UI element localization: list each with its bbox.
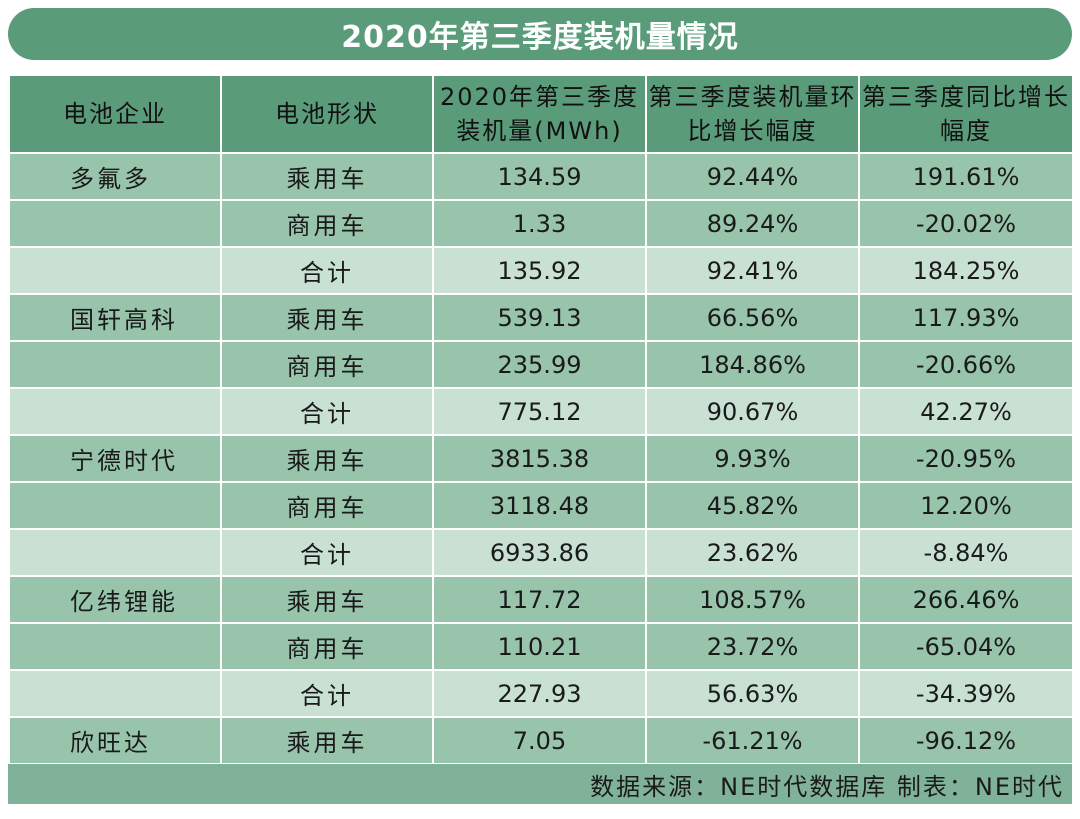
table-row: 合计 6933.86 23.62% -8.84% xyxy=(8,528,1074,577)
yoy-growth-cell: 12.20% xyxy=(858,481,1074,530)
header-yoy: 第三季度同比增长幅度 xyxy=(858,74,1074,154)
volume-cell: 110.21 xyxy=(432,622,647,671)
yoy-growth-cell: -34.39% xyxy=(858,669,1074,718)
shape-cell: 合计 xyxy=(220,528,434,577)
qoq-growth-cell: -61.21% xyxy=(645,716,860,765)
company-cell xyxy=(8,340,222,389)
qoq-growth-cell: 89.24% xyxy=(645,199,860,248)
shape-cell: 合计 xyxy=(220,387,434,436)
yoy-growth-cell: -8.84% xyxy=(858,528,1074,577)
shape-cell: 乘用车 xyxy=(220,434,434,483)
table-row: 欣旺达 乘用车 7.05 -61.21% -96.12% xyxy=(8,716,1074,765)
shape-cell: 商用车 xyxy=(220,340,434,389)
company-cell: 国轩高科 xyxy=(8,293,222,342)
company-cell xyxy=(8,199,222,248)
yoy-growth-cell: 184.25% xyxy=(858,246,1074,295)
volume-cell: 539.13 xyxy=(432,293,647,342)
header-row: 电池企业 电池形状 2020年第三季度装机量(MWh) 第三季度装机量环比增长幅… xyxy=(8,74,1074,154)
volume-cell: 3815.38 xyxy=(432,434,647,483)
yoy-growth-cell: -20.66% xyxy=(858,340,1074,389)
yoy-growth-cell: 266.46% xyxy=(858,575,1074,624)
yoy-growth-cell: -65.04% xyxy=(858,622,1074,671)
header-volume: 2020年第三季度装机量(MWh) xyxy=(432,74,647,154)
qoq-growth-cell: 90.67% xyxy=(645,387,860,436)
qoq-growth-cell: 23.62% xyxy=(645,528,860,577)
qoq-growth-cell: 56.63% xyxy=(645,669,860,718)
company-cell: 多氟多 xyxy=(8,152,222,201)
company-cell xyxy=(8,669,222,718)
shape-cell: 乘用车 xyxy=(220,293,434,342)
shape-cell: 乘用车 xyxy=(220,575,434,624)
qoq-growth-cell: 66.56% xyxy=(645,293,860,342)
header-shape: 电池形状 xyxy=(220,74,434,154)
shape-cell: 乘用车 xyxy=(220,152,434,201)
table-row: 商用车 235.99 184.86% -20.66% xyxy=(8,340,1074,389)
volume-cell: 775.12 xyxy=(432,387,647,436)
volume-cell: 1.33 xyxy=(432,199,647,248)
data-table: 电池企业 电池形状 2020年第三季度装机量(MWh) 第三季度装机量环比增长幅… xyxy=(8,74,1074,765)
volume-cell: 134.59 xyxy=(432,152,647,201)
table-row: 宁德时代 乘用车 3815.38 9.93% -20.95% xyxy=(8,434,1074,483)
yoy-growth-cell: 42.27% xyxy=(858,387,1074,436)
shape-cell: 合计 xyxy=(220,669,434,718)
qoq-growth-cell: 184.86% xyxy=(645,340,860,389)
source-footer: 数据来源：NE时代数据库 制表：NE时代 xyxy=(8,764,1072,804)
volume-cell: 235.99 xyxy=(432,340,647,389)
yoy-growth-cell: -20.02% xyxy=(858,199,1074,248)
volume-cell: 117.72 xyxy=(432,575,647,624)
company-cell: 欣旺达 xyxy=(8,716,222,765)
qoq-growth-cell: 9.93% xyxy=(645,434,860,483)
qoq-growth-cell: 108.57% xyxy=(645,575,860,624)
header-qoq: 第三季度装机量环比增长幅度 xyxy=(645,74,860,154)
volume-cell: 135.92 xyxy=(432,246,647,295)
volume-cell: 6933.86 xyxy=(432,528,647,577)
table-row: 商用车 110.21 23.72% -65.04% xyxy=(8,622,1074,671)
qoq-growth-cell: 45.82% xyxy=(645,481,860,530)
volume-cell: 3118.48 xyxy=(432,481,647,530)
company-cell xyxy=(8,387,222,436)
table-title: 2020年第三季度装机量情况 xyxy=(8,8,1072,60)
table-row: 亿纬锂能 乘用车 117.72 108.57% 266.46% xyxy=(8,575,1074,624)
table-row: 国轩高科 乘用车 539.13 66.56% 117.93% xyxy=(8,293,1074,342)
yoy-growth-cell: -96.12% xyxy=(858,716,1074,765)
table-row: 合计 775.12 90.67% 42.27% xyxy=(8,387,1074,436)
table-row: 商用车 3118.48 45.82% 12.20% xyxy=(8,481,1074,530)
shape-cell: 商用车 xyxy=(220,199,434,248)
shape-cell: 乘用车 xyxy=(220,716,434,765)
company-cell xyxy=(8,481,222,530)
header-company: 电池企业 xyxy=(8,74,222,154)
shape-cell: 商用车 xyxy=(220,622,434,671)
shape-cell: 合计 xyxy=(220,246,434,295)
table-row: 合计 227.93 56.63% -34.39% xyxy=(8,669,1074,718)
company-cell xyxy=(8,622,222,671)
company-cell xyxy=(8,246,222,295)
table-row: 商用车 1.33 89.24% -20.02% xyxy=(8,199,1074,248)
shape-cell: 商用车 xyxy=(220,481,434,530)
company-cell: 亿纬锂能 xyxy=(8,575,222,624)
table-row: 多氟多 乘用车 134.59 92.44% 191.61% xyxy=(8,152,1074,201)
yoy-growth-cell: 117.93% xyxy=(858,293,1074,342)
qoq-growth-cell: 92.41% xyxy=(645,246,860,295)
volume-cell: 227.93 xyxy=(432,669,647,718)
volume-cell: 7.05 xyxy=(432,716,647,765)
company-cell: 宁德时代 xyxy=(8,434,222,483)
qoq-growth-cell: 92.44% xyxy=(645,152,860,201)
company-cell xyxy=(8,528,222,577)
yoy-growth-cell: 191.61% xyxy=(858,152,1074,201)
table-row: 合计 135.92 92.41% 184.25% xyxy=(8,246,1074,295)
qoq-growth-cell: 23.72% xyxy=(645,622,860,671)
yoy-growth-cell: -20.95% xyxy=(858,434,1074,483)
